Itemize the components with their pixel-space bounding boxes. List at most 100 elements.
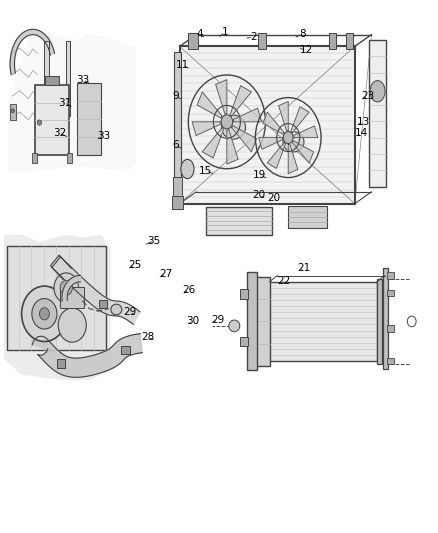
Bar bbox=[369, 40, 386, 187]
Bar bbox=[180, 46, 355, 204]
Bar bbox=[99, 300, 107, 309]
Bar bbox=[240, 337, 248, 346]
Text: 35: 35 bbox=[148, 236, 161, 246]
Polygon shape bbox=[62, 276, 80, 301]
Bar bbox=[188, 33, 198, 49]
Polygon shape bbox=[9, 35, 136, 171]
Bar bbox=[174, 52, 181, 198]
Bar bbox=[180, 46, 355, 204]
Polygon shape bbox=[32, 334, 142, 377]
Polygon shape bbox=[233, 108, 261, 122]
Text: 20: 20 bbox=[253, 190, 266, 200]
Text: 12: 12 bbox=[300, 45, 313, 55]
Polygon shape bbox=[4, 236, 110, 379]
Circle shape bbox=[21, 286, 67, 342]
Text: 1: 1 bbox=[221, 27, 228, 37]
Polygon shape bbox=[267, 143, 286, 168]
Bar bbox=[387, 325, 394, 332]
Bar bbox=[66, 42, 70, 116]
Bar bbox=[240, 289, 248, 299]
Polygon shape bbox=[215, 79, 227, 114]
Circle shape bbox=[221, 115, 233, 129]
Text: 30: 30 bbox=[186, 316, 199, 326]
Polygon shape bbox=[293, 126, 318, 138]
Text: 4: 4 bbox=[196, 29, 203, 39]
Polygon shape bbox=[192, 122, 221, 135]
Ellipse shape bbox=[283, 132, 304, 152]
Bar bbox=[258, 33, 266, 49]
Circle shape bbox=[32, 298, 57, 329]
Bar bbox=[383, 268, 388, 369]
Ellipse shape bbox=[111, 304, 122, 315]
Bar bbox=[288, 206, 327, 228]
Bar bbox=[172, 196, 183, 209]
Circle shape bbox=[58, 308, 86, 342]
Bar bbox=[57, 359, 65, 368]
Text: 29: 29 bbox=[211, 315, 224, 325]
Bar bbox=[346, 33, 353, 49]
Text: 13: 13 bbox=[357, 117, 370, 126]
Polygon shape bbox=[50, 255, 140, 325]
Text: 6: 6 bbox=[172, 140, 179, 150]
Bar bbox=[173, 177, 182, 198]
Text: 20: 20 bbox=[267, 193, 280, 203]
Circle shape bbox=[54, 273, 78, 303]
Polygon shape bbox=[232, 126, 257, 152]
Bar bbox=[247, 272, 257, 370]
Bar bbox=[60, 287, 84, 308]
Text: 2: 2 bbox=[250, 33, 257, 42]
Text: 29: 29 bbox=[123, 307, 136, 317]
Circle shape bbox=[11, 109, 14, 113]
Bar bbox=[7, 246, 106, 350]
Polygon shape bbox=[258, 138, 283, 149]
Text: 14: 14 bbox=[355, 128, 368, 138]
Text: 8: 8 bbox=[299, 29, 306, 39]
Bar bbox=[67, 153, 72, 163]
Text: 26: 26 bbox=[183, 285, 196, 295]
Text: 11: 11 bbox=[176, 60, 189, 70]
Bar bbox=[206, 207, 272, 235]
Bar bbox=[387, 272, 394, 279]
Text: 19: 19 bbox=[253, 170, 266, 180]
Bar bbox=[77, 83, 101, 155]
Text: 31: 31 bbox=[58, 99, 71, 108]
Bar bbox=[269, 282, 377, 361]
Bar bbox=[35, 85, 69, 155]
Ellipse shape bbox=[370, 80, 385, 102]
Polygon shape bbox=[10, 29, 54, 75]
Text: 33: 33 bbox=[76, 75, 89, 85]
Text: 28: 28 bbox=[141, 332, 155, 342]
Polygon shape bbox=[293, 141, 314, 163]
Bar bbox=[32, 153, 37, 163]
Polygon shape bbox=[263, 112, 284, 134]
Polygon shape bbox=[291, 107, 309, 133]
Polygon shape bbox=[227, 130, 238, 164]
Bar bbox=[387, 358, 394, 364]
Text: 22: 22 bbox=[277, 277, 290, 286]
Polygon shape bbox=[288, 144, 298, 174]
Circle shape bbox=[283, 132, 293, 143]
Text: 33: 33 bbox=[97, 132, 110, 141]
Circle shape bbox=[39, 308, 49, 320]
Bar bbox=[121, 346, 130, 354]
Bar bbox=[256, 277, 270, 366]
Bar bbox=[10, 104, 16, 120]
Bar bbox=[377, 279, 382, 364]
Text: 9: 9 bbox=[172, 91, 179, 101]
Circle shape bbox=[37, 120, 42, 125]
Ellipse shape bbox=[229, 320, 240, 332]
Text: 23: 23 bbox=[361, 91, 374, 101]
Ellipse shape bbox=[221, 115, 245, 139]
Text: 15: 15 bbox=[199, 166, 212, 175]
Polygon shape bbox=[197, 92, 222, 118]
Bar bbox=[387, 290, 394, 296]
Polygon shape bbox=[279, 102, 288, 131]
Bar bbox=[44, 42, 49, 116]
Ellipse shape bbox=[181, 159, 194, 179]
Text: 32: 32 bbox=[53, 128, 66, 138]
Polygon shape bbox=[230, 86, 251, 116]
Bar bbox=[45, 76, 59, 85]
Circle shape bbox=[60, 280, 72, 295]
Polygon shape bbox=[202, 128, 224, 158]
Text: 25: 25 bbox=[128, 261, 141, 270]
